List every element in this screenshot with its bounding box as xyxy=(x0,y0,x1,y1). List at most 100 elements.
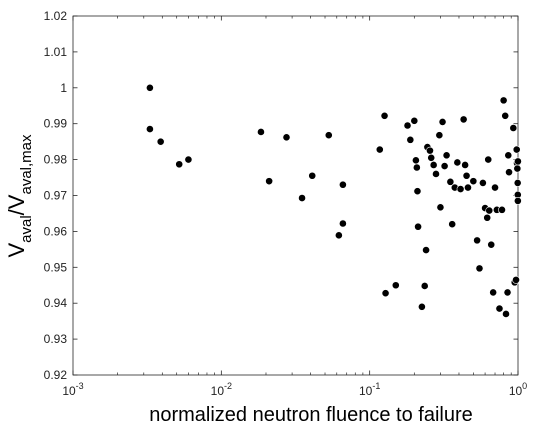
data-point xyxy=(412,156,420,165)
data-point xyxy=(324,131,333,140)
y-tick-label: 1 xyxy=(60,81,67,95)
data-point xyxy=(464,183,472,192)
data-point xyxy=(308,171,317,180)
x-tick-label: 10-2 xyxy=(211,381,232,398)
y-axis-title-base: V xyxy=(4,243,29,258)
data-point xyxy=(513,179,522,187)
data-point xyxy=(418,302,426,311)
data-point xyxy=(503,288,512,297)
data-point xyxy=(338,219,347,228)
data-point xyxy=(265,177,274,186)
data-point xyxy=(453,158,462,167)
data-point xyxy=(483,213,492,222)
y-axis-title-base2: V xyxy=(4,194,29,209)
data-point xyxy=(435,131,444,140)
data-point xyxy=(487,240,496,249)
x-tick-label: 100 xyxy=(509,381,527,398)
data-point xyxy=(501,111,510,120)
y-tick-label: 1.02 xyxy=(44,9,68,23)
data-point xyxy=(473,236,482,245)
y-tick-label: 0.96 xyxy=(44,224,68,238)
x-tick-label-base: 10 xyxy=(62,384,76,398)
data-point xyxy=(406,135,415,144)
data-point xyxy=(495,304,504,313)
x-tick-label-exponent: -3 xyxy=(76,381,84,391)
y-tick-label: 0.98 xyxy=(44,153,68,167)
data-point xyxy=(391,281,400,290)
x-axis-title: normalized neutron fluence to failure xyxy=(149,404,473,426)
data-point xyxy=(484,155,493,164)
data-point xyxy=(505,168,513,177)
data-point xyxy=(461,161,470,169)
data-point xyxy=(257,128,265,136)
x-tick-label-exponent: 0 xyxy=(522,381,527,391)
data-point xyxy=(422,246,430,254)
data-point xyxy=(432,170,440,178)
data-point xyxy=(410,116,419,125)
y-axis-title-subscript2: aval,max xyxy=(18,134,35,195)
data-point xyxy=(475,264,484,273)
data-point xyxy=(420,282,429,290)
y-tick-label: 0.99 xyxy=(44,117,68,131)
data-point xyxy=(489,288,498,297)
data-point xyxy=(491,183,499,192)
y-axis-title-slash: / xyxy=(4,208,29,215)
x-tick-label-exponent: -2 xyxy=(224,381,232,391)
data-point xyxy=(381,289,390,298)
data-point xyxy=(502,310,510,318)
data-point xyxy=(513,164,522,173)
y-tick-label: 0.93 xyxy=(44,332,68,346)
data-point xyxy=(427,153,436,162)
data-point xyxy=(298,194,306,202)
x-tick-label-base: 10 xyxy=(359,384,373,398)
data-point xyxy=(504,151,513,160)
data-point xyxy=(440,162,449,170)
data-point xyxy=(403,121,412,130)
data-point xyxy=(509,124,518,132)
data-point xyxy=(446,177,455,186)
data-point xyxy=(459,115,468,124)
data-point xyxy=(375,145,384,154)
data-point xyxy=(413,187,422,196)
y-axis-title: Vaval/Vaval,max xyxy=(4,134,35,258)
data-point xyxy=(156,137,165,146)
data-point xyxy=(462,171,471,180)
y-tick-label: 0.95 xyxy=(44,260,68,274)
data-point xyxy=(499,96,508,105)
data-point xyxy=(146,83,154,92)
data-point xyxy=(334,231,343,240)
data-point xyxy=(175,160,184,169)
x-tick-label-base: 10 xyxy=(211,384,225,398)
data-point xyxy=(146,125,154,133)
data-point xyxy=(498,205,506,214)
x-tick-label: 10-1 xyxy=(359,381,380,398)
y-axis-title-subscript: aval xyxy=(18,215,35,243)
data-point xyxy=(412,163,421,172)
data-point xyxy=(485,206,494,215)
data-point xyxy=(479,179,487,187)
data-point xyxy=(469,177,478,186)
y-tick-label: 1.01 xyxy=(44,45,68,59)
data-point xyxy=(438,118,447,126)
data-point xyxy=(456,185,465,193)
data-point xyxy=(442,151,451,160)
data-points xyxy=(146,83,522,318)
x-tick-label: 10-3 xyxy=(62,381,83,398)
data-point xyxy=(184,155,193,164)
data-point xyxy=(426,146,434,155)
data-point xyxy=(512,275,520,284)
data-point xyxy=(436,203,445,212)
data-point xyxy=(338,180,347,189)
data-point xyxy=(380,111,389,120)
data-point xyxy=(414,222,422,231)
y-tick-label: 0.97 xyxy=(44,189,68,203)
x-tick-label-base: 10 xyxy=(509,384,523,398)
x-tick-label-exponent: -1 xyxy=(372,381,380,391)
x-axis: 10-3 10-2 10-1 100 xyxy=(62,16,527,398)
data-point xyxy=(429,161,438,169)
y-tick-label: 0.92 xyxy=(44,368,68,382)
data-point xyxy=(513,196,522,205)
y-tick-label: 0.94 xyxy=(44,296,68,310)
